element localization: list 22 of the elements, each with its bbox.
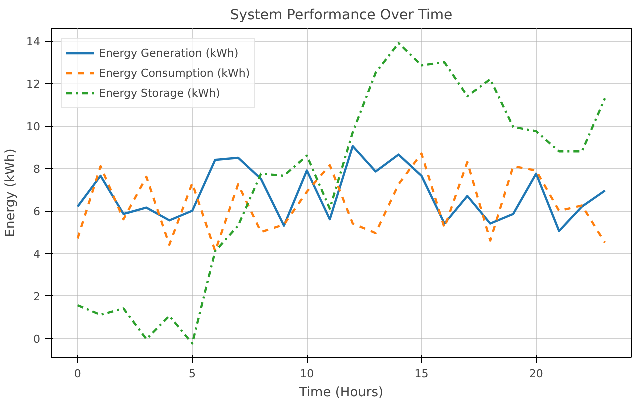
x-tick-label: 20 bbox=[529, 368, 544, 380]
x-tick-label: 10 bbox=[300, 368, 314, 380]
y-tick-label: 12 bbox=[26, 78, 41, 92]
chart-title: System Performance Over Time bbox=[230, 8, 453, 24]
legend-label: Energy Storage (kWh) bbox=[99, 86, 220, 100]
line-series bbox=[76, 145, 606, 232]
y-tick-label: 6 bbox=[34, 206, 40, 219]
y-tick-label: 2 bbox=[34, 290, 40, 304]
y-tick-label: 10 bbox=[26, 120, 41, 134]
x-axis-title: Time (Hours) bbox=[298, 386, 384, 400]
y-tick-label: 0 bbox=[34, 332, 40, 346]
line-series bbox=[76, 152, 606, 252]
y-tick-label: 8 bbox=[34, 163, 40, 176]
y-axis-title: Energy (kWh) bbox=[4, 148, 19, 238]
legend-label: Energy Generation (kWh) bbox=[99, 46, 239, 60]
x-tick-label: 15 bbox=[414, 368, 429, 380]
y-tick-label: 14 bbox=[26, 36, 41, 49]
x-tick-label: 5 bbox=[188, 368, 196, 380]
legend-label: Energy Consumption (kWh) bbox=[99, 66, 250, 80]
line-series bbox=[76, 42, 606, 345]
y-tick-label: 4 bbox=[34, 248, 40, 261]
x-tick-label: 0 bbox=[74, 368, 82, 380]
